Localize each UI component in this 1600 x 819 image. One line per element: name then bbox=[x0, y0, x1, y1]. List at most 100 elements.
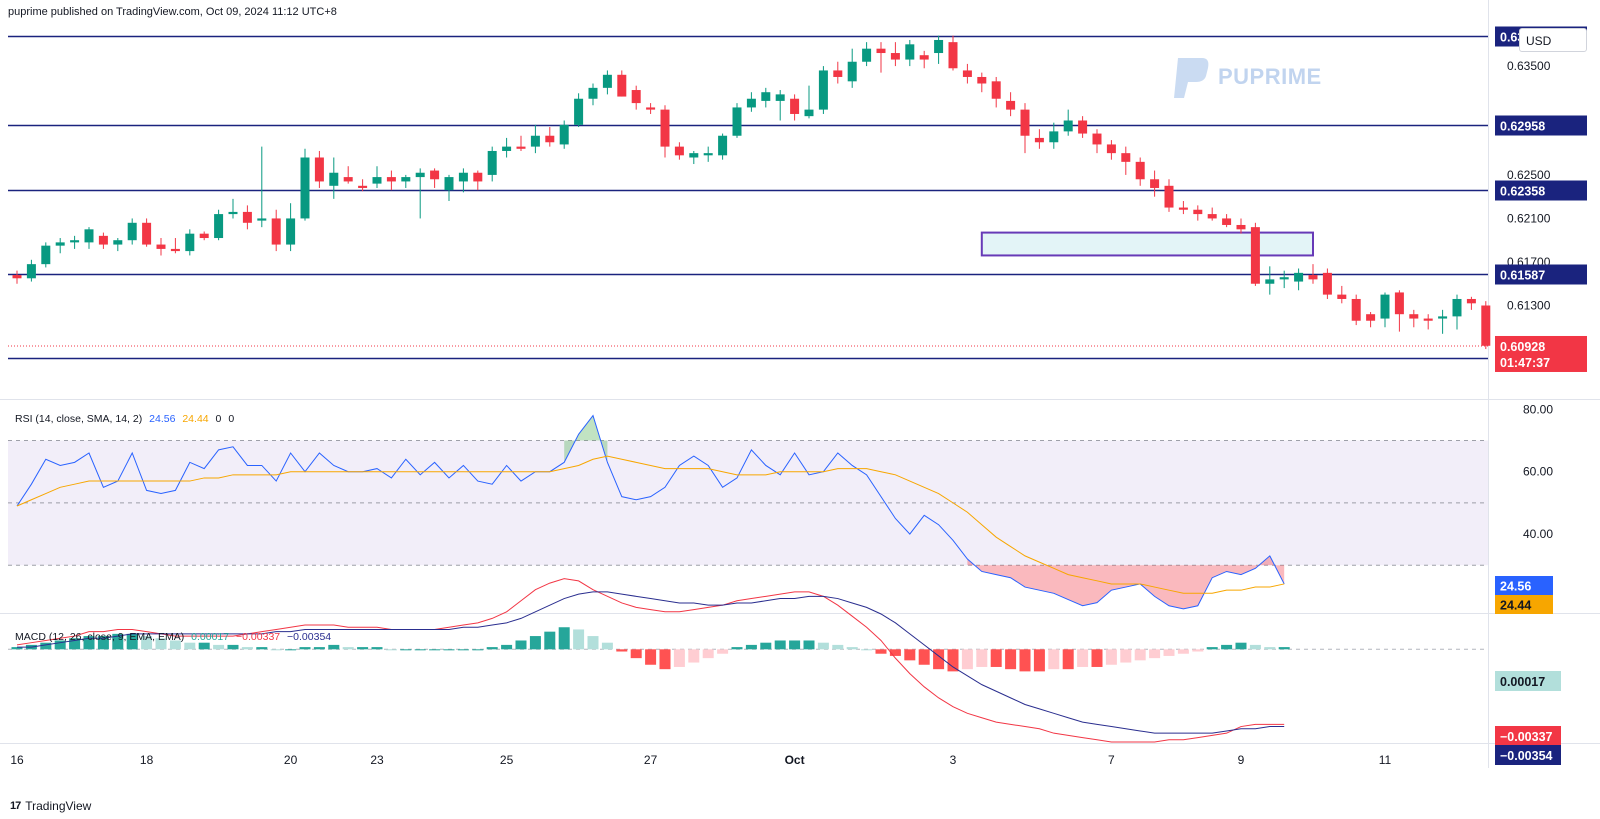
level-price-tag bbox=[1495, 264, 1587, 285]
macd-value-tag bbox=[1495, 745, 1561, 765]
rsi-legend-extra-2: 0 bbox=[228, 413, 235, 425]
tradingview-brand[interactable]: 17 TradingView bbox=[10, 799, 91, 813]
candle-body bbox=[444, 177, 454, 191]
macd-histogram-bar bbox=[1033, 649, 1045, 672]
macd-histogram-bar bbox=[1091, 649, 1103, 667]
macd-histogram-bar bbox=[961, 649, 973, 670]
macd-histogram-bar bbox=[904, 649, 916, 661]
macd-histogram-bar bbox=[702, 649, 714, 659]
time-axis-tick: 16 bbox=[10, 753, 24, 767]
macd-histogram-bar bbox=[11, 647, 23, 650]
candle-body bbox=[862, 48, 872, 62]
macd-histogram-bar bbox=[976, 649, 988, 667]
candle-body bbox=[660, 109, 670, 147]
macd-histogram-bar bbox=[558, 627, 570, 650]
candle-body bbox=[1020, 109, 1030, 136]
rsi-legend-title: RSI (14, close, SMA, 14, 2) bbox=[15, 413, 143, 425]
candle-body bbox=[1207, 214, 1217, 219]
candle-body bbox=[502, 146, 512, 151]
candle-body bbox=[185, 233, 195, 252]
candle-body bbox=[588, 87, 598, 99]
candle-body bbox=[1265, 279, 1275, 284]
candle-body bbox=[1222, 218, 1232, 225]
macd-histogram-bar bbox=[1105, 649, 1117, 665]
rsi-value-label: 24.44 bbox=[1500, 599, 1531, 613]
macd-legend-title: MACD (12, 26, close, 9, EMA, EMA) bbox=[15, 631, 185, 643]
candle-body bbox=[761, 92, 771, 101]
rsi-legend: RSI (14, close, SMA, 14, 2) 24.56 24.44 … bbox=[15, 413, 234, 425]
macd-histogram-bar bbox=[1177, 649, 1189, 654]
candle-body bbox=[41, 245, 51, 265]
candle-body bbox=[314, 157, 324, 182]
rsi-oversold-fill bbox=[967, 555, 1270, 609]
macd-signal-legend-value: −0.00354 bbox=[287, 631, 332, 643]
macd-histogram-bar bbox=[1163, 649, 1175, 656]
macd-histogram-bar bbox=[731, 647, 743, 650]
publish-header: puprime published on TradingView.com, Oc… bbox=[8, 6, 337, 18]
candle-body bbox=[12, 275, 22, 279]
candle-body bbox=[646, 107, 656, 110]
consolidation-zone bbox=[980, 231, 1314, 257]
currency-button[interactable]: USD bbox=[1519, 28, 1587, 52]
rsi-axis-tick: 40.00 bbox=[1523, 527, 1553, 541]
candle-body bbox=[1092, 133, 1102, 145]
rsi-overbought-fill bbox=[564, 415, 608, 463]
level-price-label: 0.62358 bbox=[1500, 185, 1545, 199]
time-axis-tick: 27 bbox=[644, 753, 658, 767]
time-axis-tick: 20 bbox=[284, 753, 298, 767]
candle-body bbox=[516, 146, 526, 149]
macd-value-tag bbox=[1495, 726, 1561, 746]
candle-body bbox=[1049, 131, 1059, 143]
candle-body bbox=[70, 240, 80, 243]
candle-body bbox=[271, 218, 281, 245]
time-axis-tick: 7 bbox=[1108, 753, 1115, 767]
macd-line-legend-value: −0.00337 bbox=[236, 631, 281, 643]
candle-body bbox=[617, 74, 627, 97]
candle-body bbox=[1250, 227, 1260, 284]
macd-signal-line bbox=[17, 591, 1285, 734]
candle-body bbox=[919, 55, 929, 60]
macd-histogram-bar bbox=[688, 649, 700, 663]
time-axis-tick: 25 bbox=[500, 753, 514, 767]
candle-body bbox=[1438, 316, 1448, 319]
last-price-tag bbox=[1495, 335, 1587, 372]
macd-histogram-bar bbox=[97, 636, 109, 650]
candle-body bbox=[487, 150, 497, 175]
macd-histogram-bar bbox=[1120, 649, 1132, 663]
macd-histogram-bar bbox=[400, 649, 412, 651]
rsi-value-tag bbox=[1495, 576, 1553, 595]
candle-body bbox=[170, 248, 180, 252]
candle-body bbox=[1394, 292, 1404, 315]
candle-body bbox=[602, 74, 612, 88]
macd-histogram-bar bbox=[141, 636, 153, 650]
candle-body bbox=[228, 211, 238, 215]
macd-histogram-bar bbox=[69, 638, 81, 650]
candle-body bbox=[631, 90, 641, 104]
macd-value-label: −0.00337 bbox=[1500, 730, 1553, 744]
macd-value-label: 0.00017 bbox=[1500, 675, 1545, 689]
candle-body bbox=[833, 70, 843, 77]
candle-body bbox=[905, 44, 915, 60]
candle-body bbox=[962, 70, 972, 77]
candle-body bbox=[55, 242, 65, 246]
candle-body bbox=[1452, 298, 1462, 317]
candle-body bbox=[1337, 294, 1347, 299]
candle-body bbox=[1178, 207, 1188, 210]
macd-histogram-bar bbox=[861, 649, 873, 651]
candle-body bbox=[545, 135, 555, 143]
time-axis-tick: 18 bbox=[140, 753, 154, 767]
candle-body bbox=[142, 222, 152, 245]
candle-body bbox=[1366, 314, 1376, 321]
candle-body bbox=[127, 222, 137, 241]
macd-histogram-bar bbox=[169, 640, 181, 650]
candle-body bbox=[1308, 275, 1318, 280]
macd-histogram-bar bbox=[515, 640, 527, 650]
macd-histogram-bar bbox=[789, 640, 801, 650]
macd-histogram-bar bbox=[1005, 649, 1017, 670]
candle-body bbox=[1409, 314, 1419, 319]
candle-body bbox=[300, 157, 310, 219]
rsi-value-label: 24.56 bbox=[1500, 580, 1531, 594]
macd-histogram-bar bbox=[760, 642, 772, 650]
rsi-axis-tick: 60.00 bbox=[1523, 465, 1553, 479]
